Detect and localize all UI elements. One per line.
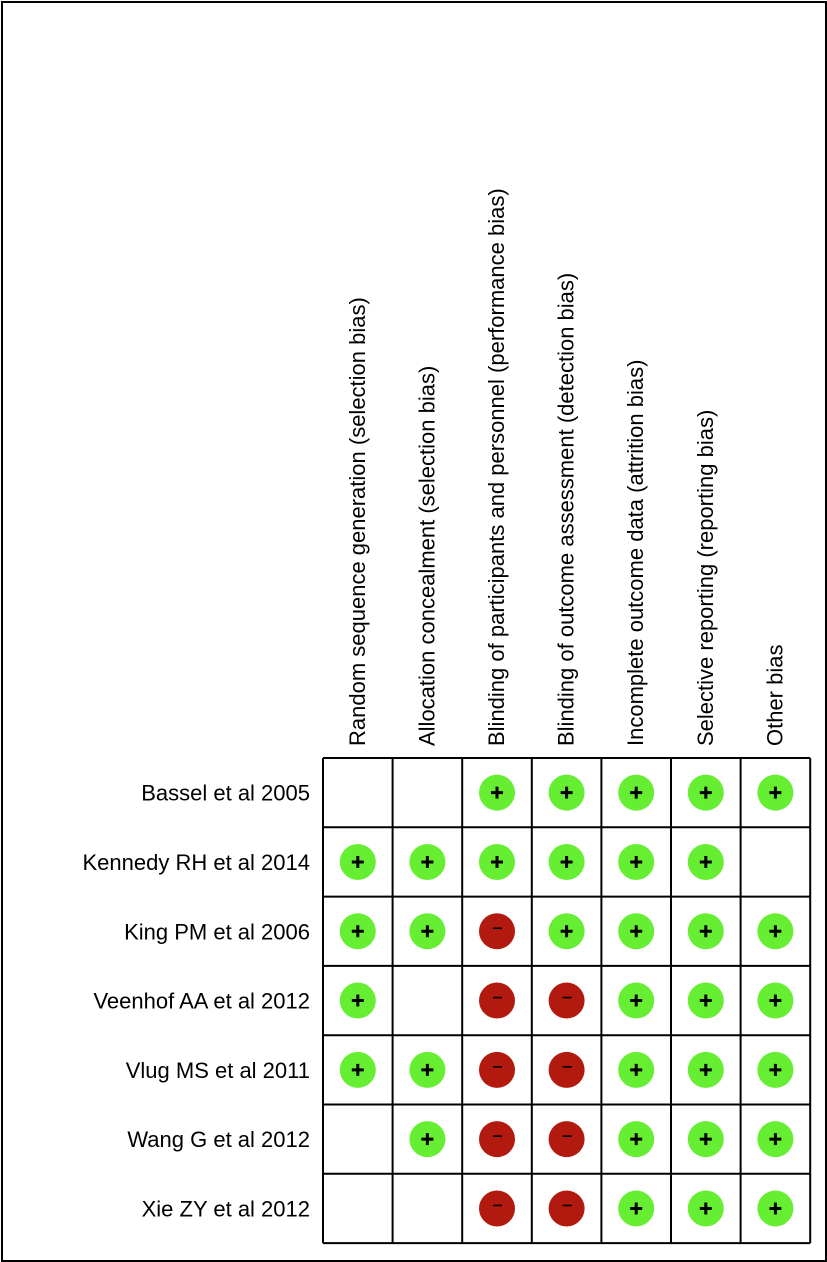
plus-icon [699, 855, 712, 868]
high-risk-marker [548, 982, 585, 1019]
plus-icon [630, 1063, 643, 1076]
plus-icon [560, 855, 573, 868]
plus-icon [699, 1063, 712, 1076]
study-label: King PM et al 2006 [124, 919, 310, 944]
plus-icon [491, 855, 503, 868]
plus-icon [699, 1202, 712, 1215]
study-label: Bassel et al 2005 [141, 781, 310, 806]
plus-icon [630, 1202, 643, 1215]
study-labels: Bassel et al 2005 Kennedy RH et al 2014 Ki… [83, 781, 311, 1222]
plus-icon [421, 855, 434, 868]
high-risk-marker [548, 1051, 585, 1088]
plus-icon [699, 786, 712, 799]
plus-icon [491, 786, 503, 799]
high-risk-marker [548, 1190, 585, 1227]
domain-header: Allocation concealment (selection bias) [414, 366, 439, 746]
plus-icon [769, 925, 782, 938]
plus-icon [351, 925, 364, 938]
plus-icon [630, 786, 643, 799]
plus-icon [769, 786, 782, 799]
plus-icon [769, 1063, 782, 1076]
plus-icon [421, 925, 434, 938]
plus-icon [630, 994, 643, 1007]
rating-grid [322, 757, 812, 1245]
domain-header: Selective reporting (reporting bias) [693, 410, 718, 746]
plus-icon [351, 855, 364, 868]
plus-icon [421, 1133, 434, 1146]
high-risk-marker [479, 1051, 515, 1088]
study-label: Xie ZY et al 2012 [142, 1196, 310, 1221]
plus-icon [351, 1063, 364, 1076]
plus-icon [769, 994, 782, 1007]
high-risk-marker [479, 913, 515, 950]
domain-header: Incomplete outcome data (attrition bias) [623, 360, 648, 746]
study-label: Wang G et al 2012 [127, 1127, 310, 1152]
domain-header: Blinding of participants and personnel (… [484, 188, 509, 746]
plus-icon [699, 1133, 712, 1146]
plus-icon [699, 994, 712, 1007]
high-risk-marker [479, 1190, 515, 1227]
domain-header: Blinding of outcome assessment (detectio… [554, 273, 579, 746]
plus-icon [630, 925, 643, 938]
high-risk-marker [479, 982, 515, 1019]
study-label: Kennedy RH et al 2014 [83, 850, 311, 875]
domain-header: Random sequence generation (selection bi… [345, 297, 370, 746]
plus-icon [351, 994, 364, 1007]
plus-icon [699, 925, 712, 938]
plus-icon [630, 1133, 643, 1146]
study-label: Vlug MS et al 2011 [126, 1058, 310, 1083]
plus-icon [421, 1063, 434, 1076]
domain-header: Other bias [762, 645, 787, 747]
high-risk-marker [548, 1121, 585, 1158]
high-risk-marker [479, 1121, 515, 1158]
plus-icon [769, 1202, 782, 1215]
plus-icon [560, 925, 573, 938]
plus-icon [630, 855, 643, 868]
study-label: Veenhof AA et al 2012 [93, 989, 310, 1014]
plus-icon [560, 786, 573, 799]
domain-headers: Random sequence generation (selection bi… [345, 188, 788, 746]
plus-icon [769, 1133, 782, 1146]
